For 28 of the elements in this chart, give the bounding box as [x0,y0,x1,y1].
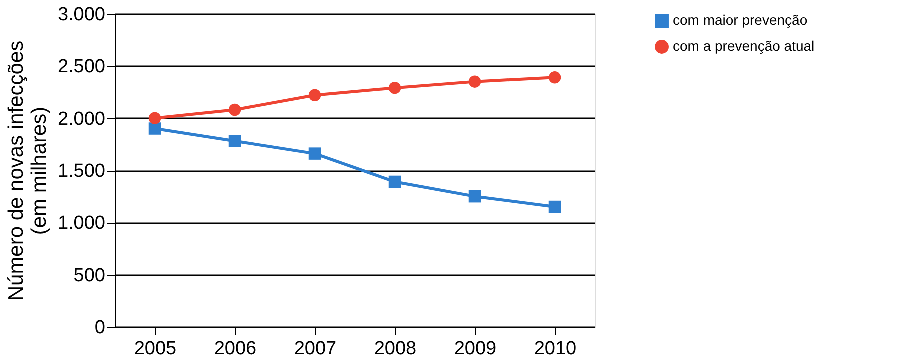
point [548,200,562,214]
x-tick-label: 2005 [134,338,177,360]
legend-label: com maior prevenção [673,12,808,28]
x-tick-label: 2007 [294,338,337,360]
point [228,104,242,116]
y-tick-label: 0 [94,318,106,338]
point [548,72,562,84]
legend-label: com a prevenção atual [673,38,815,54]
x-tick-label: 2010 [534,338,577,360]
y-tick-label: 500 [74,265,106,286]
point [148,122,162,135]
point [148,112,162,124]
y-axis-title: Número de novas infecções (em milhares) [4,40,51,302]
y-tick-label: 2.000 [58,108,106,130]
point [388,176,402,188]
y-tick-label: 1.000 [58,213,106,234]
point [468,76,482,88]
point [468,190,482,203]
x-tick-label: 2009 [454,338,497,360]
y-tick-label: 1.500 [58,161,106,182]
y-tick-label: 3.000 [58,4,106,26]
x-tick-label: 2006 [214,338,257,360]
y-tick-label: 2.500 [58,56,106,78]
point [308,89,322,102]
point [228,135,242,148]
point [388,82,402,94]
point [308,148,322,160]
x-tick-label: 2008 [374,338,417,360]
